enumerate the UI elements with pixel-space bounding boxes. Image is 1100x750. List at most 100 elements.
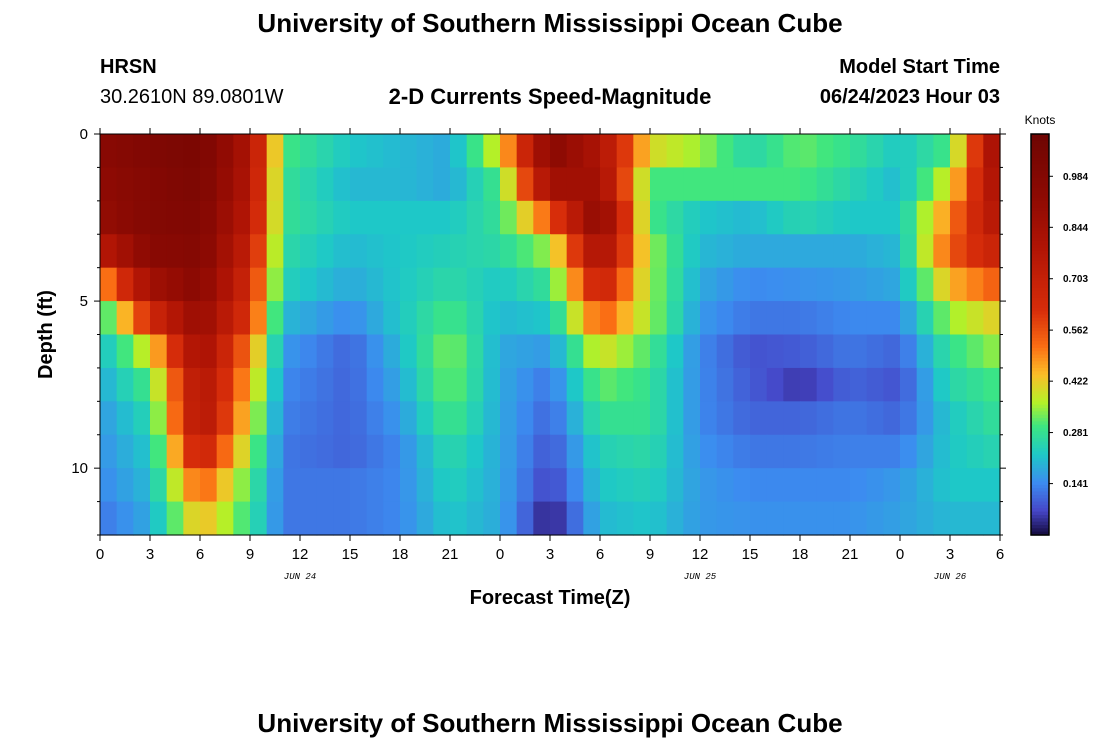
colorbar-segment	[1031, 428, 1049, 433]
heatmap-cell	[200, 468, 218, 503]
heatmap-cell	[583, 267, 601, 302]
heatmap-cell	[566, 234, 584, 269]
heatmap-cell	[200, 167, 218, 202]
colorbar-segment	[1031, 281, 1049, 285]
heatmap-cell	[183, 468, 201, 503]
colorbar-segment	[1031, 341, 1049, 346]
heatmap-cell	[283, 234, 301, 269]
heatmap-cell	[600, 434, 618, 469]
heatmap-cell	[233, 267, 251, 302]
heatmap-cell	[250, 501, 268, 536]
heatmap-cell	[333, 367, 351, 402]
heatmap-cell	[150, 434, 168, 469]
heatmap-cell	[216, 200, 234, 235]
heatmap-cell	[916, 468, 934, 503]
heatmap-cell	[933, 468, 951, 503]
heatmap-cell	[500, 267, 518, 302]
heatmap-cell	[333, 234, 351, 269]
heatmap-cell	[800, 334, 818, 369]
colorbar-segment	[1031, 294, 1049, 299]
heatmap-cell	[383, 434, 401, 469]
heatmap-cell	[550, 234, 568, 269]
heatmap-cell	[683, 501, 701, 536]
heatmap-cell	[583, 434, 601, 469]
colorbar-segment	[1031, 401, 1049, 406]
heatmap-cell	[133, 434, 151, 469]
colorbar-segment	[1031, 260, 1049, 265]
heatmap-cell	[416, 501, 434, 536]
heatmap-cell	[850, 167, 868, 202]
heatmap-cell	[316, 234, 334, 269]
heatmap-cell	[766, 200, 784, 235]
heatmap-cell	[933, 334, 951, 369]
colorbar-segment	[1031, 351, 1049, 356]
heatmap-chart: 0 3 6 9 12 15 18 21 0 3 6 9 12 15 18 21 0 3 6 0 5 10 JUN 24 JUN…	[35, 113, 1088, 609]
heatmap-cell	[483, 434, 501, 469]
heatmap-cell	[900, 367, 918, 402]
model-start-label: Model Start Time	[839, 56, 1000, 78]
heatmap-cell	[350, 434, 368, 469]
heatmap-cell	[683, 301, 701, 336]
heatmap-cell	[533, 134, 551, 169]
colorbar-segment	[1031, 134, 1049, 138]
heatmap-cell	[216, 501, 234, 536]
heatmap-cell	[200, 334, 218, 369]
heatmap-cell	[633, 200, 651, 235]
heatmap-cell	[500, 301, 518, 336]
heatmap-cell	[150, 367, 168, 402]
heatmap-cell	[516, 468, 534, 503]
heatmap-cell	[833, 334, 851, 369]
heatmap-cell	[316, 267, 334, 302]
heatmap-cell	[716, 401, 734, 436]
colorbar-segment	[1031, 357, 1049, 362]
heatmap-cell	[300, 200, 318, 235]
heatmap-cell	[516, 200, 534, 235]
heatmap-cell	[550, 367, 568, 402]
heatmap-cell	[300, 367, 318, 402]
heatmap-cell	[300, 167, 318, 202]
heatmap-cell	[416, 234, 434, 269]
heatmap-cell	[816, 501, 834, 536]
heatmap-cell	[116, 468, 134, 503]
colorbar-segment	[1031, 454, 1049, 459]
heatmap-cell	[166, 234, 184, 269]
x-tick-label: 15	[342, 546, 359, 563]
heatmap-cell	[650, 334, 668, 369]
heatmap-cell	[583, 167, 601, 202]
colorbar-segment	[1031, 227, 1049, 232]
heatmap-cell	[783, 501, 801, 536]
heatmap-cell	[733, 434, 751, 469]
heatmap-cell	[900, 167, 918, 202]
heatmap-cell	[950, 501, 968, 536]
heatmap-cell	[133, 167, 151, 202]
colorbar-segment	[1031, 494, 1049, 499]
heatmap-cell	[100, 367, 118, 402]
heatmap-cell	[816, 468, 834, 503]
heatmap-cell	[100, 134, 118, 169]
heatmap-cell	[566, 434, 584, 469]
heatmap-cell	[983, 134, 1001, 169]
colorbar-segment	[1031, 170, 1049, 175]
heatmap-cell	[700, 367, 718, 402]
colorbar-segment	[1031, 448, 1049, 453]
heatmap-cell	[650, 434, 668, 469]
heatmap-cell	[183, 501, 201, 536]
heatmap-cell	[583, 501, 601, 536]
station-name: HRSN	[100, 56, 157, 78]
heatmap-cell	[533, 501, 551, 536]
date-label: JUN 26	[934, 572, 967, 582]
colorbar-segment	[1031, 301, 1049, 306]
heatmap-cell	[516, 334, 534, 369]
colorbar-segment	[1031, 321, 1049, 326]
heatmap-cell	[166, 134, 184, 169]
heatmap-cell	[933, 401, 951, 436]
heatmap-cell	[283, 367, 301, 402]
heatmap-cell	[750, 334, 768, 369]
heatmap-cell	[333, 434, 351, 469]
heatmap-cell	[100, 434, 118, 469]
heatmap-cell	[300, 267, 318, 302]
heatmap-cell	[250, 301, 268, 336]
heatmap-cell	[900, 267, 918, 302]
colorbar-segment	[1031, 508, 1049, 513]
heatmap-cell	[133, 301, 151, 336]
